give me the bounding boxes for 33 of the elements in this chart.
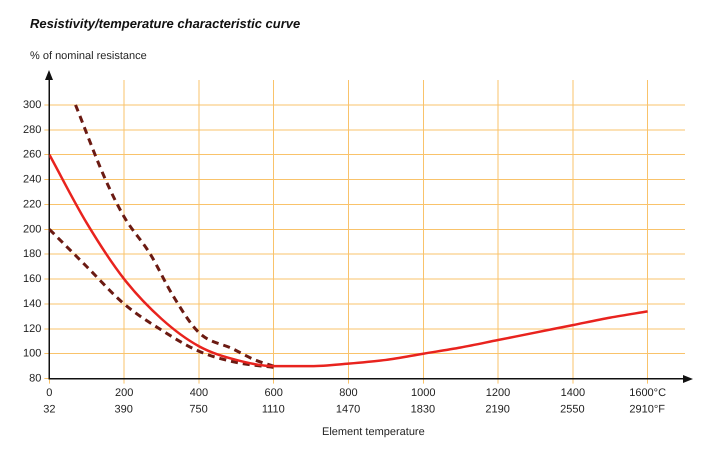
x2-tick-label: 32: [43, 403, 56, 416]
x2-tick-label: 750: [189, 403, 208, 416]
y-axis-title: % of nominal resistance: [30, 50, 147, 62]
x2-tick-label: 2910°F: [629, 403, 666, 416]
y-tick-label: 180: [22, 248, 42, 260]
y-tick-label: 80: [29, 372, 42, 385]
x-tick-label: 600: [264, 387, 283, 400]
y-tick-label: 280: [22, 124, 42, 136]
y-tick-label: 120: [22, 322, 42, 335]
y-tick-label: 220: [22, 198, 42, 210]
x-axis-title: Element temperature: [322, 426, 425, 438]
y-tick-label: 300: [22, 98, 42, 111]
y-tick-label: 140: [22, 298, 42, 310]
x2-tick-label: 2550: [560, 403, 585, 416]
x-tick-label: 0: [46, 387, 52, 400]
y-tick-label: 240: [22, 174, 42, 186]
y-tick-label: 100: [22, 348, 42, 360]
y-tick-label: 260: [22, 148, 42, 161]
x2-tick-label: 390: [114, 403, 133, 416]
x2-tick-label: 1470: [336, 403, 360, 416]
x-tick-label: 1600°C: [629, 387, 666, 400]
x2-tick-label: 2190: [485, 403, 510, 416]
x-tick-label: 800: [339, 387, 358, 400]
x2-tick-label: 1830: [410, 403, 436, 416]
x-tick-label: 200: [114, 387, 134, 400]
y-tick-label: 160: [22, 273, 42, 286]
x-tick-label: 400: [190, 387, 208, 400]
x2-tick-label: 1110: [262, 403, 285, 416]
x-tick-label: 1200: [486, 387, 510, 400]
y-tick-label: 200: [22, 223, 42, 236]
x-tick-label: 1400: [560, 387, 586, 400]
chart-title: Resistivity/temperature characteristic curve: [30, 16, 300, 31]
x-tick-label: 1000: [411, 387, 436, 400]
